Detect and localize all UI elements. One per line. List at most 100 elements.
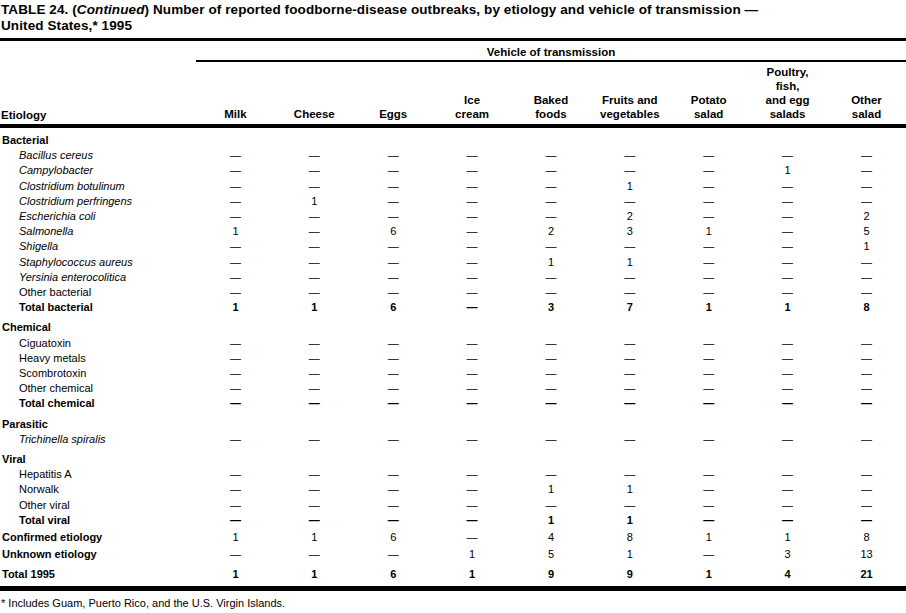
bacterial-value-6 xyxy=(669,126,748,148)
scombrotoxin-value-0: — xyxy=(196,366,275,381)
trichinella-spiralis-value-2: — xyxy=(354,432,433,447)
clostridium-perfringens-value-3: — xyxy=(433,194,512,209)
column-header-6: Potato salad xyxy=(669,61,748,126)
total-chemical-value-7: — xyxy=(748,396,827,411)
unknown-etiology-value-8: 13 xyxy=(827,545,906,562)
bacillus-cereus-value-7: — xyxy=(748,148,827,163)
other-bacterial-value-7: — xyxy=(748,285,827,300)
row-chemical: Chemical xyxy=(0,315,906,335)
clostridium-botulinum-value-2: — xyxy=(354,179,433,194)
heavy-metals-value-4: — xyxy=(512,351,591,366)
clostridium-botulinum-value-5: 1 xyxy=(590,179,669,194)
chemical-value-1 xyxy=(275,315,354,335)
parasitic-value-7 xyxy=(748,412,827,432)
scombrotoxin-value-1: — xyxy=(275,366,354,381)
total-viral-value-7: — xyxy=(748,513,827,528)
viral-value-2 xyxy=(354,447,433,467)
parasitic-value-1 xyxy=(275,412,354,432)
total-chemical-value-1: — xyxy=(275,396,354,411)
row-label: Yersinia enterocolitica xyxy=(0,270,196,285)
row-trichinella-spiralis: Trichinella spiralis ————————— xyxy=(0,432,906,447)
trichinella-spiralis-value-3: — xyxy=(433,432,512,447)
row-label: Chemical xyxy=(0,315,196,335)
other-viral-value-1: — xyxy=(275,498,354,513)
norwalk-value-3: — xyxy=(433,482,512,497)
row-label: Hepatitis A xyxy=(0,467,196,482)
yersinia-enterocolitica-value-5: — xyxy=(590,270,669,285)
viral-value-5 xyxy=(590,447,669,467)
ciguatoxin-value-0: — xyxy=(196,336,275,351)
bacterial-value-4 xyxy=(512,126,591,148)
yersinia-enterocolitica-value-7: — xyxy=(748,270,827,285)
yersinia-enterocolitica-value-6: — xyxy=(669,270,748,285)
hepatitis-a-value-6: — xyxy=(669,467,748,482)
total-viral-value-4: 1 xyxy=(512,513,591,528)
chemical-value-3 xyxy=(433,315,512,335)
other-bacterial-value-3: — xyxy=(433,285,512,300)
total-viral-value-1: — xyxy=(275,513,354,528)
other-chemical-value-7: — xyxy=(748,381,827,396)
row-label: Scombrotoxin xyxy=(0,366,196,381)
row-confirmed-etiology: Confirmed etiology 116—48118 xyxy=(0,528,906,545)
other-viral-value-7: — xyxy=(748,498,827,513)
other-viral-value-5: — xyxy=(590,498,669,513)
campylobacter-value-8: — xyxy=(827,163,906,178)
bacillus-cereus-value-2: — xyxy=(354,148,433,163)
total-chemical-value-6: — xyxy=(669,396,748,411)
title-rest: ) Number of reported foodborne-disease o… xyxy=(145,2,759,17)
row-shigella: Shigella ————————1 xyxy=(0,239,906,254)
salmonella-value-7: — xyxy=(748,224,827,239)
chemical-value-4 xyxy=(512,315,591,335)
total-1995-value-6: 1 xyxy=(669,562,748,582)
row-salmonella: Salmonella 1—6—231—5 xyxy=(0,224,906,239)
escherichia-coli-value-1: — xyxy=(275,209,354,224)
campylobacter-value-2: — xyxy=(354,163,433,178)
row-label: Unknown etiology xyxy=(0,545,196,562)
bacillus-cereus-value-1: — xyxy=(275,148,354,163)
unknown-etiology-value-1: — xyxy=(275,545,354,562)
total-1995-value-0: 1 xyxy=(196,562,275,582)
row-label: Total 1995 xyxy=(0,562,196,582)
row-label: Heavy metals xyxy=(0,351,196,366)
title-continued: Continued xyxy=(77,2,145,17)
viral-value-7 xyxy=(748,447,827,467)
row-label: Ciguatoxin xyxy=(0,336,196,351)
parasitic-value-6 xyxy=(669,412,748,432)
total-bacterial-value-7: 1 xyxy=(748,300,827,315)
yersinia-enterocolitica-value-0: — xyxy=(196,270,275,285)
yersinia-enterocolitica-value-8: — xyxy=(827,270,906,285)
trichinella-spiralis-value-7: — xyxy=(748,432,827,447)
hepatitis-a-value-3: — xyxy=(433,467,512,482)
staphylococcus-aureus-value-1: — xyxy=(275,255,354,270)
column-header-5: Fruits and vegetables xyxy=(590,61,669,126)
row-heavy-metals: Heavy metals ————————— xyxy=(0,351,906,366)
bacillus-cereus-value-4: — xyxy=(512,148,591,163)
row-ciguatoxin: Ciguatoxin ————————— xyxy=(0,336,906,351)
row-label: Parasitic xyxy=(0,412,196,432)
row-label: Norwalk xyxy=(0,482,196,497)
chemical-value-8 xyxy=(827,315,906,335)
spanner-row: Etiology Vehicle of transmission xyxy=(0,41,906,61)
other-bacterial-value-4: — xyxy=(512,285,591,300)
row-label: Campylobacter xyxy=(0,163,196,178)
chemical-value-5 xyxy=(590,315,669,335)
campylobacter-value-7: 1 xyxy=(748,163,827,178)
other-chemical-value-6: — xyxy=(669,381,748,396)
shigella-value-1: — xyxy=(275,239,354,254)
ciguatoxin-value-8: — xyxy=(827,336,906,351)
unknown-etiology-value-0: — xyxy=(196,545,275,562)
footnote: * Includes Guam, Puerto Rico, and the U.… xyxy=(0,591,906,609)
total-viral-value-2: — xyxy=(354,513,433,528)
row-label: Staphylococcus aureus xyxy=(0,255,196,270)
title-prefix: TABLE 24. ( xyxy=(1,2,77,17)
unknown-etiology-value-4: 5 xyxy=(512,545,591,562)
heavy-metals-value-3: — xyxy=(433,351,512,366)
row-norwalk: Norwalk ————11——— xyxy=(0,482,906,497)
row-hepatitis-a: Hepatitis A ————————— xyxy=(0,467,906,482)
row-clostridium-botulinum: Clostridium botulinum —————1——— xyxy=(0,179,906,194)
outbreaks-table: Etiology Vehicle of transmission MilkChe… xyxy=(0,41,906,583)
bacterial-value-0 xyxy=(196,126,275,148)
bacillus-cereus-value-0: — xyxy=(196,148,275,163)
scombrotoxin-value-8: — xyxy=(827,366,906,381)
salmonella-value-6: 1 xyxy=(669,224,748,239)
